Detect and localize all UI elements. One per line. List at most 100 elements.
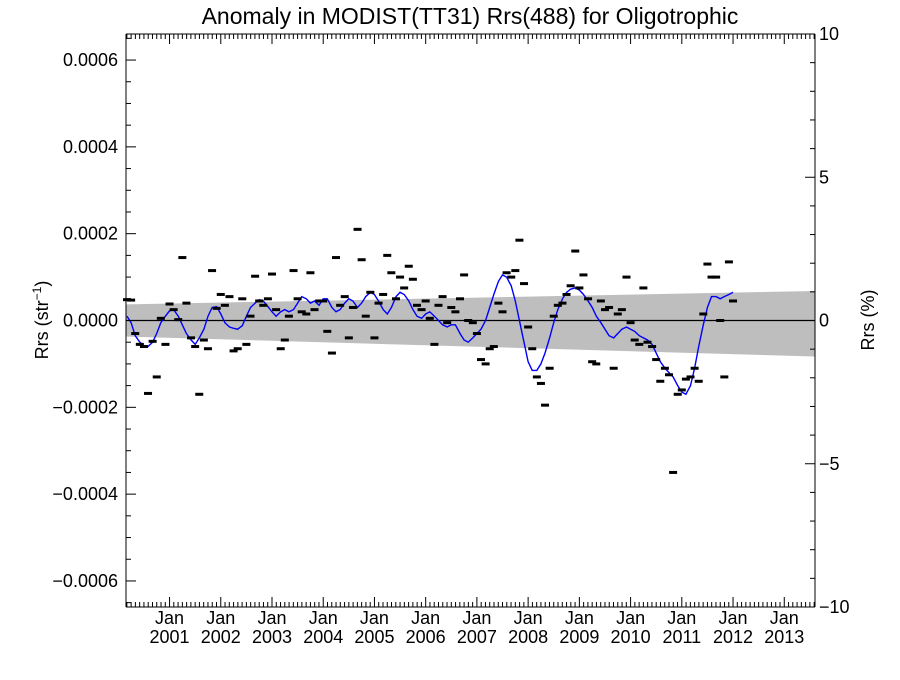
monthly-anomaly-marker [148,339,157,343]
x-tick-year-label: 2012 [713,627,753,647]
monthly-anomaly-marker [729,299,738,303]
monthly-anomaly-marker [656,379,665,383]
monthly-anomaly-marker [524,325,533,329]
left-y-axis-label: Rrs (str−1) [30,281,52,360]
monthly-anomaly-marker [383,253,392,257]
monthly-anomaly-marker [707,275,716,279]
monthly-anomaly-marker [681,377,690,381]
monthly-anomaly-marker [451,310,460,314]
monthly-anomaly-marker [477,358,486,362]
monthly-anomaly-marker [400,286,409,290]
monthly-anomaly-marker [425,316,434,320]
monthly-anomaly-marker [600,308,609,312]
monthly-anomaly-marker [447,305,456,309]
monthly-anomaly-marker [421,299,430,303]
monthly-anomaly-marker [541,403,550,407]
monthly-anomaly-marker [315,299,324,303]
monthly-anomaly-marker [408,277,417,281]
left-tick-label: 0.0004 [63,137,118,157]
axes-layer [125,33,816,608]
monthly-anomaly-marker [434,303,443,307]
monthly-anomaly-marker [242,342,251,346]
x-tick-year-label: 2009 [559,627,599,647]
monthly-anomaly-marker [187,336,196,340]
monthly-anomaly-marker [310,308,319,312]
monthly-anomaly-marker [212,306,221,310]
left-tick-label: −0.0002 [52,397,118,417]
monthly-anomaly-marker [558,301,567,305]
monthly-anomaly-marker [182,301,191,305]
monthly-anomaly-marker [724,260,733,264]
monthly-anomaly-marker [259,303,268,307]
monthly-anomaly-marker [178,256,187,260]
x-tick-month-label: Jan [565,608,594,628]
monthly-anomaly-marker [690,366,699,370]
monthly-anomaly-marker [123,298,132,302]
monthly-anomaly-marker [169,308,178,312]
monthly-anomaly-marker [584,297,593,301]
x-tick-year-label: 2002 [201,627,241,647]
smoothed-anomaly-line [126,273,734,396]
x-tick-month-label: Jan [667,608,696,628]
monthly-anomaly-marker [617,308,626,312]
monthly-anomaly-marker [464,319,473,322]
monthly-anomaly-marker [220,303,229,307]
monthly-anomaly-marker [336,303,345,307]
monthly-anomaly-marker [366,290,375,294]
x-tick-month-label: Jan [719,608,748,628]
monthly-anomaly-marker [507,275,516,279]
monthly-anomaly-marker [263,297,272,301]
monthly-anomaly-marker [643,340,652,344]
smoothed-line-layer [126,273,734,396]
monthly-anomaly-marker [712,275,721,279]
monthly-anomaly-marker [515,238,524,242]
monthly-anomaly-marker [665,373,674,377]
monthly-anomaly-marker [306,271,315,275]
x-tick-year-label: 2013 [764,627,804,647]
monthly-anomaly-marker [686,375,695,379]
monthly-anomaly-marker [267,272,276,276]
monthly-anomaly-marker [327,351,336,355]
monthly-anomaly-marker [191,345,200,349]
monthly-anomaly-marker [566,284,575,288]
x-tick-year-label: 2003 [252,627,292,647]
x-tick-year-label: 2011 [662,627,701,647]
monthly-anomaly-marker [673,392,682,396]
right-tick-label: 10 [819,24,839,44]
monthly-anomaly-marker [613,312,622,316]
monthly-anomaly-marker [280,338,289,342]
monthly-anomaly-marker [575,286,584,290]
monthly-anomaly-marker [472,332,481,336]
monthly-anomaly-marker [284,314,293,318]
monthly-anomaly-marker [293,297,302,301]
monthly-anomaly-marker [387,271,396,275]
monthly-anomaly-marker [498,310,507,314]
x-tick-year-label: 2004 [303,627,343,647]
left-tick-label: −0.0004 [52,484,118,504]
monthly-anomaly-marker [165,302,174,306]
monthly-anomaly-marker [379,292,388,296]
monthly-anomaly-marker [481,362,490,366]
monthly-anomaly-marker [174,318,183,322]
x-tick-year-label: 2007 [457,627,497,647]
monthly-anomaly-marker [588,360,597,364]
monthly-anomaly-marker [592,362,601,366]
monthly-anomaly-marker [596,299,605,303]
left-tick-label: −0.0006 [52,571,118,591]
right-tick-label: 5 [819,167,829,187]
monthly-anomaly-marker [579,273,588,277]
monthly-anomaly-marker [438,295,447,299]
monthly-anomaly-marker [609,366,618,370]
monthly-anomaly-marker [276,347,285,351]
right-tick-label: −5 [819,454,840,474]
monthly-anomaly-marker [553,303,562,307]
right-tick-label: −10 [819,597,850,617]
left-tick-label: 0.0000 [63,311,118,331]
x-tick-month-label: Jan [360,608,389,628]
left-tick-label: 0.0002 [63,224,118,244]
monthly-anomaly-marker [626,321,635,325]
monthly-anomaly-marker [229,349,238,353]
monthly-anomaly-marker [489,345,498,349]
right-tick-label: 0 [819,311,829,331]
